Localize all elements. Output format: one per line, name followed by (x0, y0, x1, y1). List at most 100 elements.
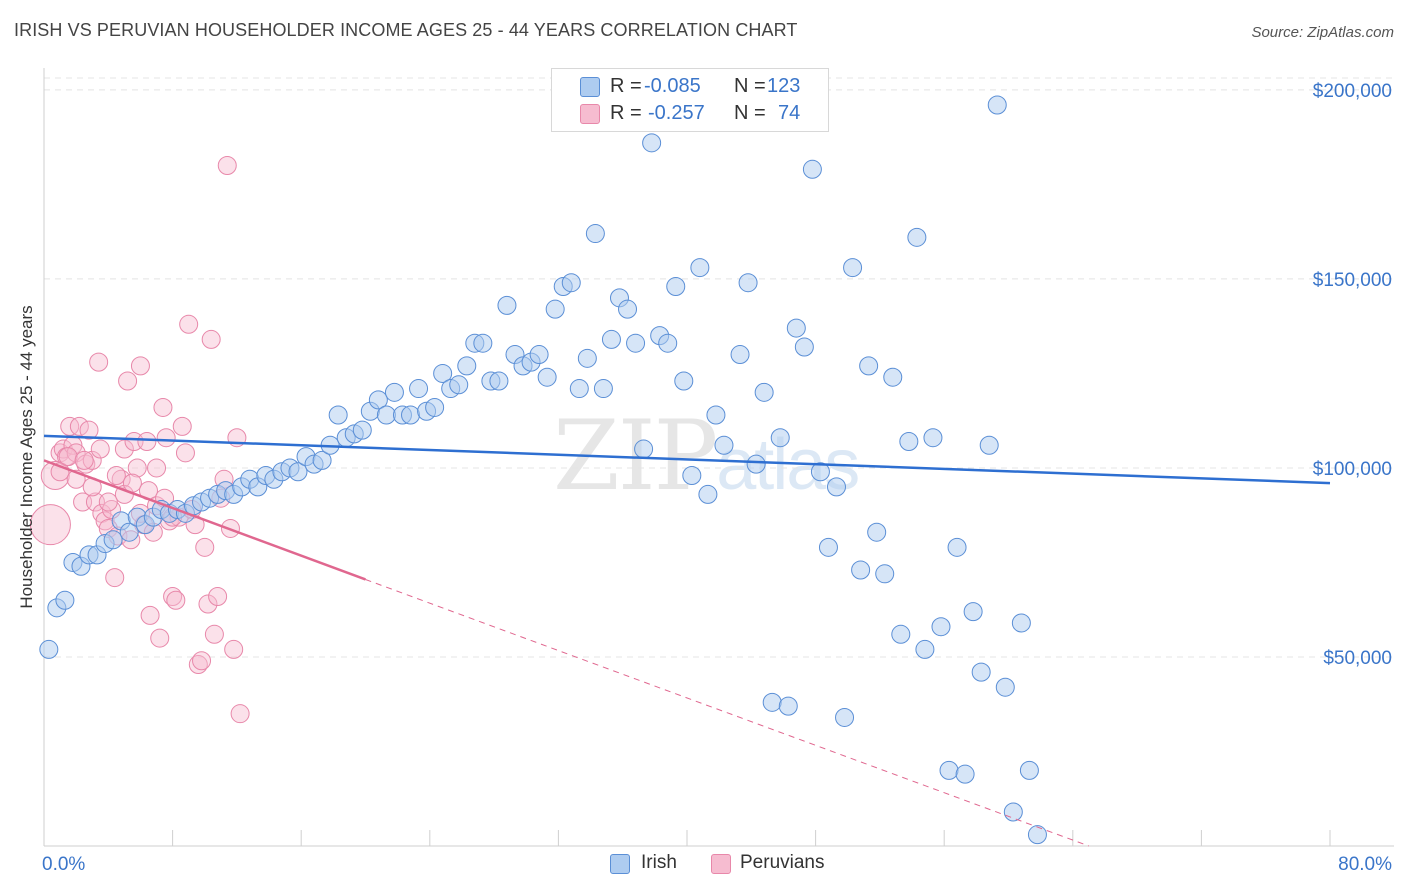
y-tick-label: $100,000 (1313, 459, 1392, 480)
peruvians-point (156, 428, 176, 448)
peruvians-point (90, 439, 110, 459)
peruvians-point (122, 473, 142, 493)
bottom-irish-swatch (610, 854, 630, 874)
peruvians-point (147, 458, 167, 478)
irish-point (738, 273, 758, 293)
irish-point (931, 617, 951, 637)
peruvians-point (230, 704, 250, 724)
irish-point (915, 639, 935, 659)
y-tick-label: $200,000 (1313, 81, 1392, 102)
peruvians-point (208, 586, 228, 606)
irish-point (995, 677, 1015, 697)
legend-peru-r-value: -0.257 (648, 101, 705, 124)
irish-point (376, 405, 396, 425)
irish-point (103, 530, 123, 550)
legend: R = -0.085 N = 123 R = -0.257 N = 74 (551, 68, 829, 132)
peruvians-point (40, 461, 70, 491)
irish-point (947, 537, 967, 557)
peruvians-point (192, 651, 212, 671)
irish-point (979, 435, 999, 455)
irish-point (642, 133, 662, 153)
irish-point (409, 379, 429, 399)
peruvians-trend-line (43, 459, 366, 581)
gridlines (44, 77, 1394, 658)
irish-point (939, 760, 959, 780)
peruvians-point (140, 605, 160, 625)
irish-point (288, 462, 308, 482)
peruvians-point (29, 504, 71, 546)
irish-point (401, 405, 421, 425)
irish-point (754, 382, 774, 402)
peruvians-point (130, 356, 150, 376)
y-axis-label: Householder Income Ages 25 - 44 years (17, 305, 36, 608)
peruvians-point (137, 431, 157, 451)
irish-point (1011, 613, 1031, 633)
irish-point (489, 371, 509, 391)
legend-peru-n-value: 74 (778, 101, 801, 124)
irish-point (1003, 802, 1023, 822)
peruvians-point (163, 586, 183, 606)
chart-title: IRISH VS PERUVIAN HOUSEHOLDER INCOME AGE… (14, 20, 798, 40)
irish-point (593, 379, 613, 399)
legend-peru-n-label: N = (734, 101, 766, 124)
peruvians-point (198, 594, 218, 614)
irish-point (851, 560, 871, 580)
irish-point (883, 367, 903, 387)
irish-point (802, 159, 822, 179)
peruvians-point (153, 397, 173, 417)
irish-point (674, 371, 694, 391)
legend-irish-r-value: -0.085 (644, 74, 701, 97)
peruvians-point (69, 416, 89, 436)
irish-point (626, 333, 646, 353)
irish-swatch (580, 77, 600, 97)
peruvians-point (82, 450, 102, 470)
peruvians-point (201, 329, 221, 349)
x-tick-label-end: 80.0% (1338, 854, 1392, 875)
irish-point (119, 522, 139, 542)
peruvians-point (179, 314, 199, 334)
irish-point (770, 428, 790, 448)
peruvians-point (217, 156, 237, 176)
irish-point (778, 696, 798, 716)
peruvians-trend-extension (365, 579, 1090, 847)
irish-point (384, 382, 404, 402)
irish-point (786, 318, 806, 338)
peruvians-point (58, 447, 78, 467)
irish-point (955, 764, 975, 784)
irish-point (963, 602, 983, 622)
irish-point (545, 299, 565, 319)
irish-point (352, 420, 372, 440)
legend-irish-n-label: N = (734, 74, 766, 97)
peruvians-point (89, 352, 109, 372)
irish-points (39, 95, 1047, 845)
peruvians-point (105, 568, 125, 588)
bottom-irish-label: Irish (641, 852, 677, 873)
irish-point (730, 345, 750, 365)
bottom-peru-swatch (711, 854, 731, 874)
irish-point (39, 639, 59, 659)
peruvians-point (175, 443, 195, 463)
irish-point (835, 707, 855, 727)
irish-point (923, 428, 943, 448)
irish-point (433, 363, 453, 383)
peruvians-point (114, 439, 134, 459)
irish-point (666, 276, 686, 296)
irish-point (312, 450, 332, 470)
irish-point (859, 356, 879, 376)
irish-point (497, 295, 517, 315)
peruvians-point (204, 624, 224, 644)
peruvians-point (74, 450, 94, 470)
irish-point (561, 273, 581, 293)
irish-point (585, 224, 605, 244)
irish-point (810, 462, 830, 482)
peruvians-point (98, 492, 118, 512)
irish-point (1019, 760, 1039, 780)
irish-point (425, 397, 445, 417)
trend-lines (43, 434, 1331, 847)
irish-point (368, 390, 388, 410)
peruvians-point (127, 458, 147, 478)
chart-source: Source: ZipAtlas.com (1251, 24, 1394, 41)
axes (43, 68, 1394, 847)
irish-point (634, 439, 654, 459)
